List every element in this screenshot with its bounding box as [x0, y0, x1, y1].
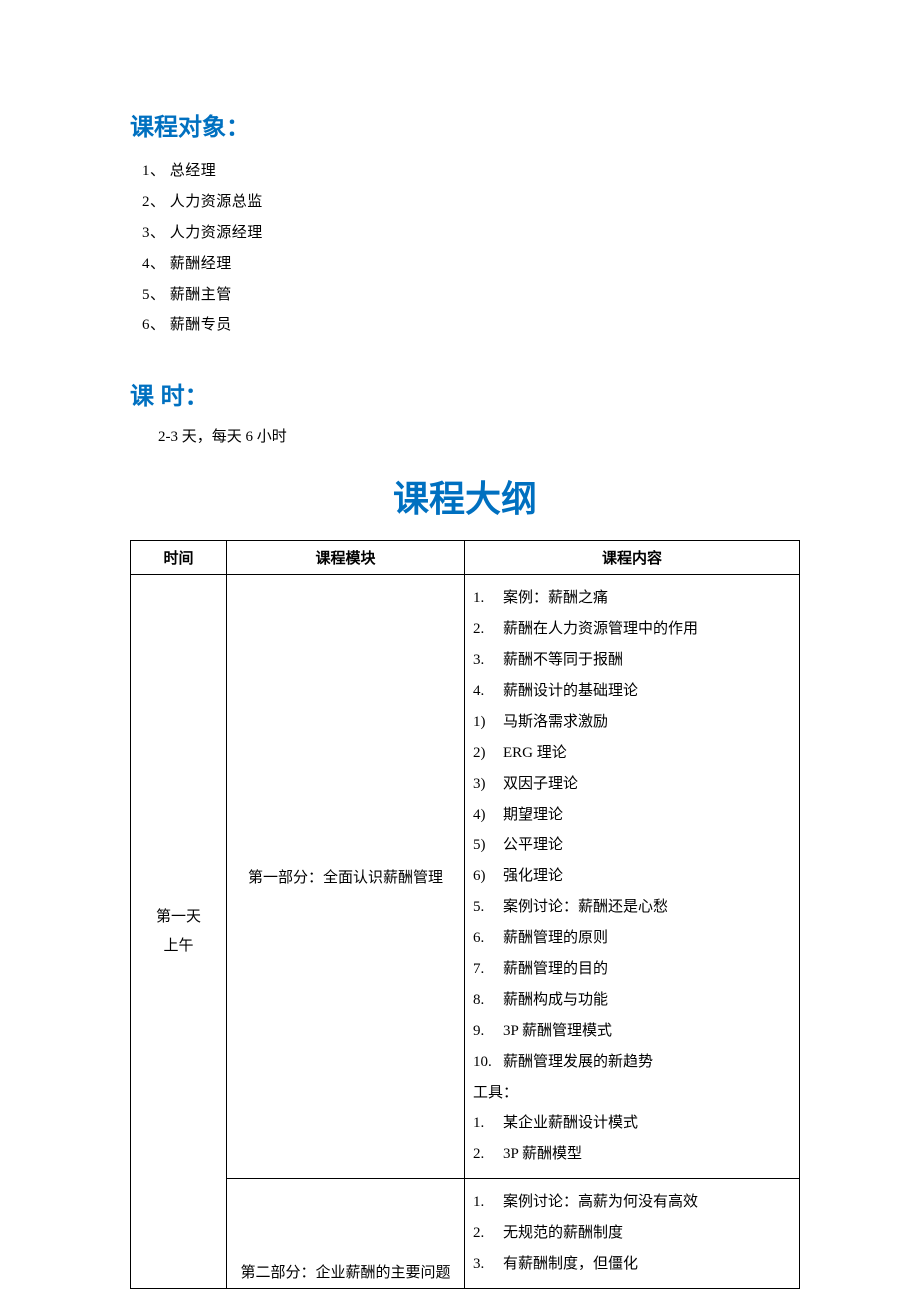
- content-item: 5)公平理论: [473, 830, 789, 861]
- col-header-time: 时间: [131, 541, 227, 575]
- content-item: 2.无规范的薪酬制度: [473, 1218, 789, 1249]
- content-item: 3)双因子理论: [473, 769, 789, 800]
- module-cell: 第二部分：企业薪酬的主要问题: [227, 1179, 465, 1289]
- content-cell: 1.案例：薪酬之痛2.薪酬在人力资源管理中的作用3.薪酬不等同于报酬4.薪酬设计…: [465, 575, 800, 1179]
- duration-heading: 课 时：: [130, 379, 800, 415]
- content-item: 1)马斯洛需求激励: [473, 707, 789, 738]
- outline-title: 课程大纲: [130, 470, 800, 522]
- module-cell: 第一部分：全面认识薪酬管理: [227, 575, 465, 1179]
- content-item: 4.薪酬设计的基础理论: [473, 676, 789, 707]
- tool-item: 1.某企业薪酬设计模式: [473, 1108, 789, 1139]
- content-cell: 1.案例讨论：高薪为何没有高效2.无规范的薪酬制度3.有薪酬制度，但僵化: [465, 1179, 800, 1289]
- outline-table: 时间 课程模块 课程内容 第一天上午第一部分：全面认识薪酬管理1.案例：薪酬之痛…: [130, 540, 800, 1289]
- audience-item: 1、 总经理: [142, 156, 800, 187]
- content-item: 2)ERG 理论: [473, 738, 789, 769]
- content-item: 9.3P 薪酬管理模式: [473, 1016, 789, 1047]
- content-item: 6)强化理论: [473, 861, 789, 892]
- audience-item: 2、 人力资源总监: [142, 187, 800, 218]
- col-header-content: 课程内容: [465, 541, 800, 575]
- table-header-row: 时间 课程模块 课程内容: [131, 541, 800, 575]
- tool-label: 工具：: [473, 1078, 789, 1109]
- audience-item: 4、 薪酬经理: [142, 249, 800, 280]
- audience-item: 3、 人力资源经理: [142, 218, 800, 249]
- audience-list: 1、 总经理 2、 人力资源总监 3、 人力资源经理 4、 薪酬经理 5、 薪酬…: [130, 156, 800, 341]
- audience-heading: 课程对象：: [130, 110, 800, 146]
- content-item: 1.案例：薪酬之痛: [473, 583, 789, 614]
- content-item: 1.案例讨论：高薪为何没有高效: [473, 1187, 789, 1218]
- audience-item: 5、 薪酬主管: [142, 280, 800, 311]
- tool-item: 2.3P 薪酬模型: [473, 1139, 789, 1170]
- audience-item: 6、 薪酬专员: [142, 310, 800, 341]
- content-item: 8.薪酬构成与功能: [473, 985, 789, 1016]
- content-item: 6.薪酬管理的原则: [473, 923, 789, 954]
- content-item: 7.薪酬管理的目的: [473, 954, 789, 985]
- content-item: 2.薪酬在人力资源管理中的作用: [473, 614, 789, 645]
- content-item: 5.案例讨论：薪酬还是心愁: [473, 892, 789, 923]
- content-item: 3.薪酬不等同于报酬: [473, 645, 789, 676]
- content-item: 10.薪酬管理发展的新趋势: [473, 1047, 789, 1078]
- table-row: 第二部分：企业薪酬的主要问题1.案例讨论：高薪为何没有高效2.无规范的薪酬制度3…: [131, 1179, 800, 1289]
- duration-text: 2-3 天，每天 6 小时: [130, 425, 800, 446]
- col-header-module: 课程模块: [227, 541, 465, 575]
- content-item: 3.有薪酬制度，但僵化: [473, 1249, 789, 1280]
- content-item: 4)期望理论: [473, 800, 789, 831]
- table-row: 第一天上午第一部分：全面认识薪酬管理1.案例：薪酬之痛2.薪酬在人力资源管理中的…: [131, 575, 800, 1179]
- time-cell: 第一天上午: [131, 575, 227, 1289]
